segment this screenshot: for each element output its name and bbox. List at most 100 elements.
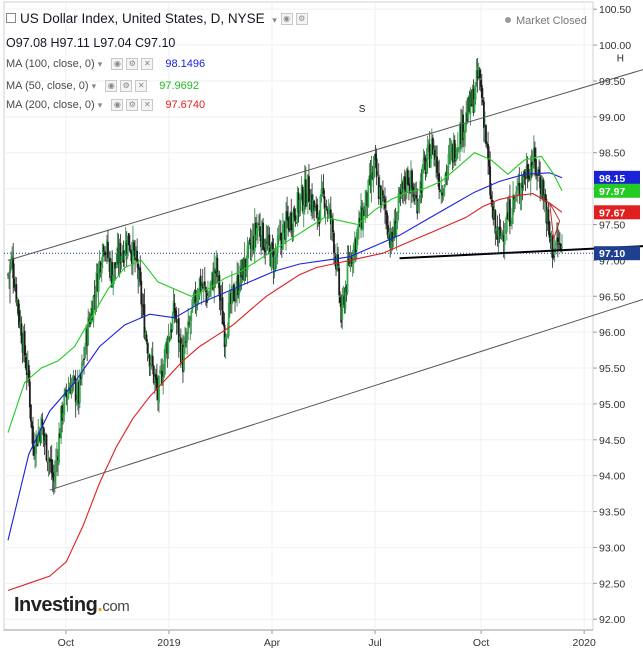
candle-body (329, 209, 332, 225)
candle-body (223, 324, 226, 348)
close-icon[interactable]: ✕ (141, 99, 154, 112)
price-tag (594, 246, 640, 261)
candle-body (107, 241, 109, 258)
collapse-icon[interactable] (6, 13, 16, 24)
settings-icon[interactable]: ⚙ (120, 80, 133, 93)
candle-body (190, 310, 193, 322)
candle-body (142, 304, 145, 306)
candle-body (40, 416, 43, 444)
candle-body (179, 337, 182, 363)
visibility-icon[interactable]: ◉ (105, 80, 118, 93)
candle-body (91, 308, 94, 321)
candle-body (504, 229, 507, 234)
candle-body (219, 294, 222, 301)
candle-body (16, 299, 19, 304)
candle-body (229, 293, 232, 305)
candle-body (367, 179, 370, 207)
dropdown-icon[interactable]: ▾ (97, 59, 103, 69)
indicator-ma200[interactable]: MA (200, close, 0) ▾ ◉ ⚙ ✕ 97.6740 (6, 99, 205, 112)
candle-body (158, 376, 160, 403)
candle-body (315, 206, 318, 208)
candle-body (412, 186, 414, 193)
candle-body (165, 341, 168, 349)
candle-body (10, 259, 13, 268)
candle-body (303, 179, 306, 204)
candle-body (167, 335, 170, 354)
candle-body (456, 147, 459, 149)
candle-body (348, 261, 351, 265)
candle-body (159, 369, 161, 374)
y-tick-label: 99.00 (599, 112, 625, 124)
ma-line (7, 152, 563, 433)
candle-body (323, 196, 326, 209)
triangle-pattern (549, 202, 561, 240)
settings-icon[interactable]: ⚙ (295, 13, 308, 26)
candle-body (451, 144, 454, 163)
dropdown-icon[interactable]: ▾ (97, 100, 103, 110)
candle-body (365, 190, 368, 206)
indicator-ma50[interactable]: MA (50, close, 0) ▾ ◉ ⚙ ✕ 97.9692 (6, 80, 199, 93)
candle-body (536, 174, 538, 176)
candle-body (486, 143, 488, 145)
candle-body (258, 223, 260, 225)
candle-body (386, 212, 388, 226)
candle-body (140, 280, 143, 305)
candle-body (300, 185, 303, 197)
candle-body (137, 263, 140, 280)
candle-body (49, 460, 52, 462)
visibility-icon[interactable]: ◉ (111, 58, 124, 71)
price-tag-label: 97.97 (599, 186, 625, 198)
candle-body (396, 211, 399, 223)
close-icon[interactable]: ✕ (135, 80, 148, 93)
candle-body (61, 405, 64, 421)
close-icon[interactable]: ✕ (141, 58, 154, 71)
pattern-label: H (617, 54, 624, 65)
candle-body (273, 255, 276, 273)
candle-body (505, 215, 508, 232)
candle-body (349, 255, 352, 267)
settings-icon[interactable]: ⚙ (126, 58, 139, 71)
candle-body (356, 227, 359, 235)
candle-body (321, 188, 324, 193)
candle-body (122, 250, 125, 263)
indicator-ma100[interactable]: MA (100, close, 0) ▾ ◉ ⚙ ✕ 98.1496 (6, 58, 205, 71)
candle-body (144, 333, 147, 339)
visibility-icon[interactable]: ◉ (111, 99, 124, 112)
candle-body (489, 166, 492, 196)
candle-body (484, 126, 486, 130)
candle-body (467, 97, 470, 120)
candle-body (435, 156, 437, 163)
candle-body (511, 217, 513, 225)
dropdown-icon[interactable]: ▾ (91, 81, 97, 91)
candle-body (58, 433, 60, 463)
candle-body (372, 165, 375, 179)
candle-body (445, 172, 448, 177)
candle-body (322, 188, 325, 194)
market-status-label: Market Closed (516, 15, 587, 27)
candle-body (141, 305, 144, 307)
candle-body (311, 194, 313, 213)
channel-lower-line (49, 298, 643, 491)
candle-body (336, 255, 338, 269)
candle-body (495, 227, 498, 235)
dropdown-icon[interactable]: ▾ (272, 15, 277, 25)
settings-icon[interactable]: ⚙ (126, 99, 139, 112)
candle-body (225, 336, 228, 339)
candle-body (101, 244, 104, 263)
candle-body (41, 419, 44, 427)
candle-body (522, 173, 525, 186)
candle-body (447, 153, 450, 169)
candle-body (161, 370, 164, 384)
candle-body (497, 227, 500, 238)
candle-body (125, 242, 128, 254)
candle-body (57, 456, 59, 461)
candle-body (319, 195, 322, 223)
price-tag (594, 205, 640, 220)
candle-body (517, 183, 520, 186)
candle-body (132, 239, 134, 265)
visibility-icon[interactable]: ◉ (280, 13, 293, 26)
candle-body (99, 262, 102, 273)
candle-body (518, 182, 521, 196)
candle-body (234, 299, 236, 301)
